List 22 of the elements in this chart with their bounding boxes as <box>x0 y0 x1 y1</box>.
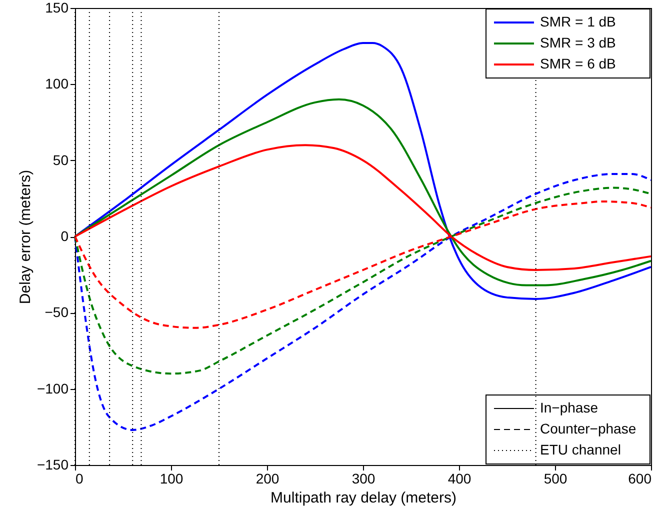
y-axis-title: Delay error (meters) <box>16 170 34 304</box>
annotation: ETU channel <box>540 442 621 458</box>
y-tick-label: 50 <box>52 152 69 168</box>
y-tick-label: −150 <box>36 456 69 472</box>
legend-label: SMR = 3 dB <box>540 34 616 50</box>
y-tick-label: 150 <box>45 0 69 16</box>
y-tick-label: 0 <box>60 228 69 244</box>
x-tick-label: 100 <box>160 470 184 486</box>
x-tick-label: 600 <box>628 470 652 486</box>
x-tick-label: 0 <box>76 470 84 486</box>
x-axis-title: Multipath ray delay (meters) <box>270 490 456 506</box>
legend-label: SMR = 6 dB <box>540 56 616 72</box>
y-tick-label: −50 <box>44 304 69 320</box>
x-tick-label: 200 <box>256 470 280 486</box>
x-tick-label: 400 <box>448 470 472 486</box>
annotation: Counter−phase <box>540 420 636 436</box>
x-tick-label: 500 <box>544 470 568 486</box>
y-tick-label: 100 <box>45 76 69 92</box>
y-tick-label: −100 <box>36 380 69 396</box>
annotation: In−phase <box>540 400 598 416</box>
x-tick-label: 300 <box>352 470 376 486</box>
legend-label: SMR = 1 dB <box>540 14 616 30</box>
